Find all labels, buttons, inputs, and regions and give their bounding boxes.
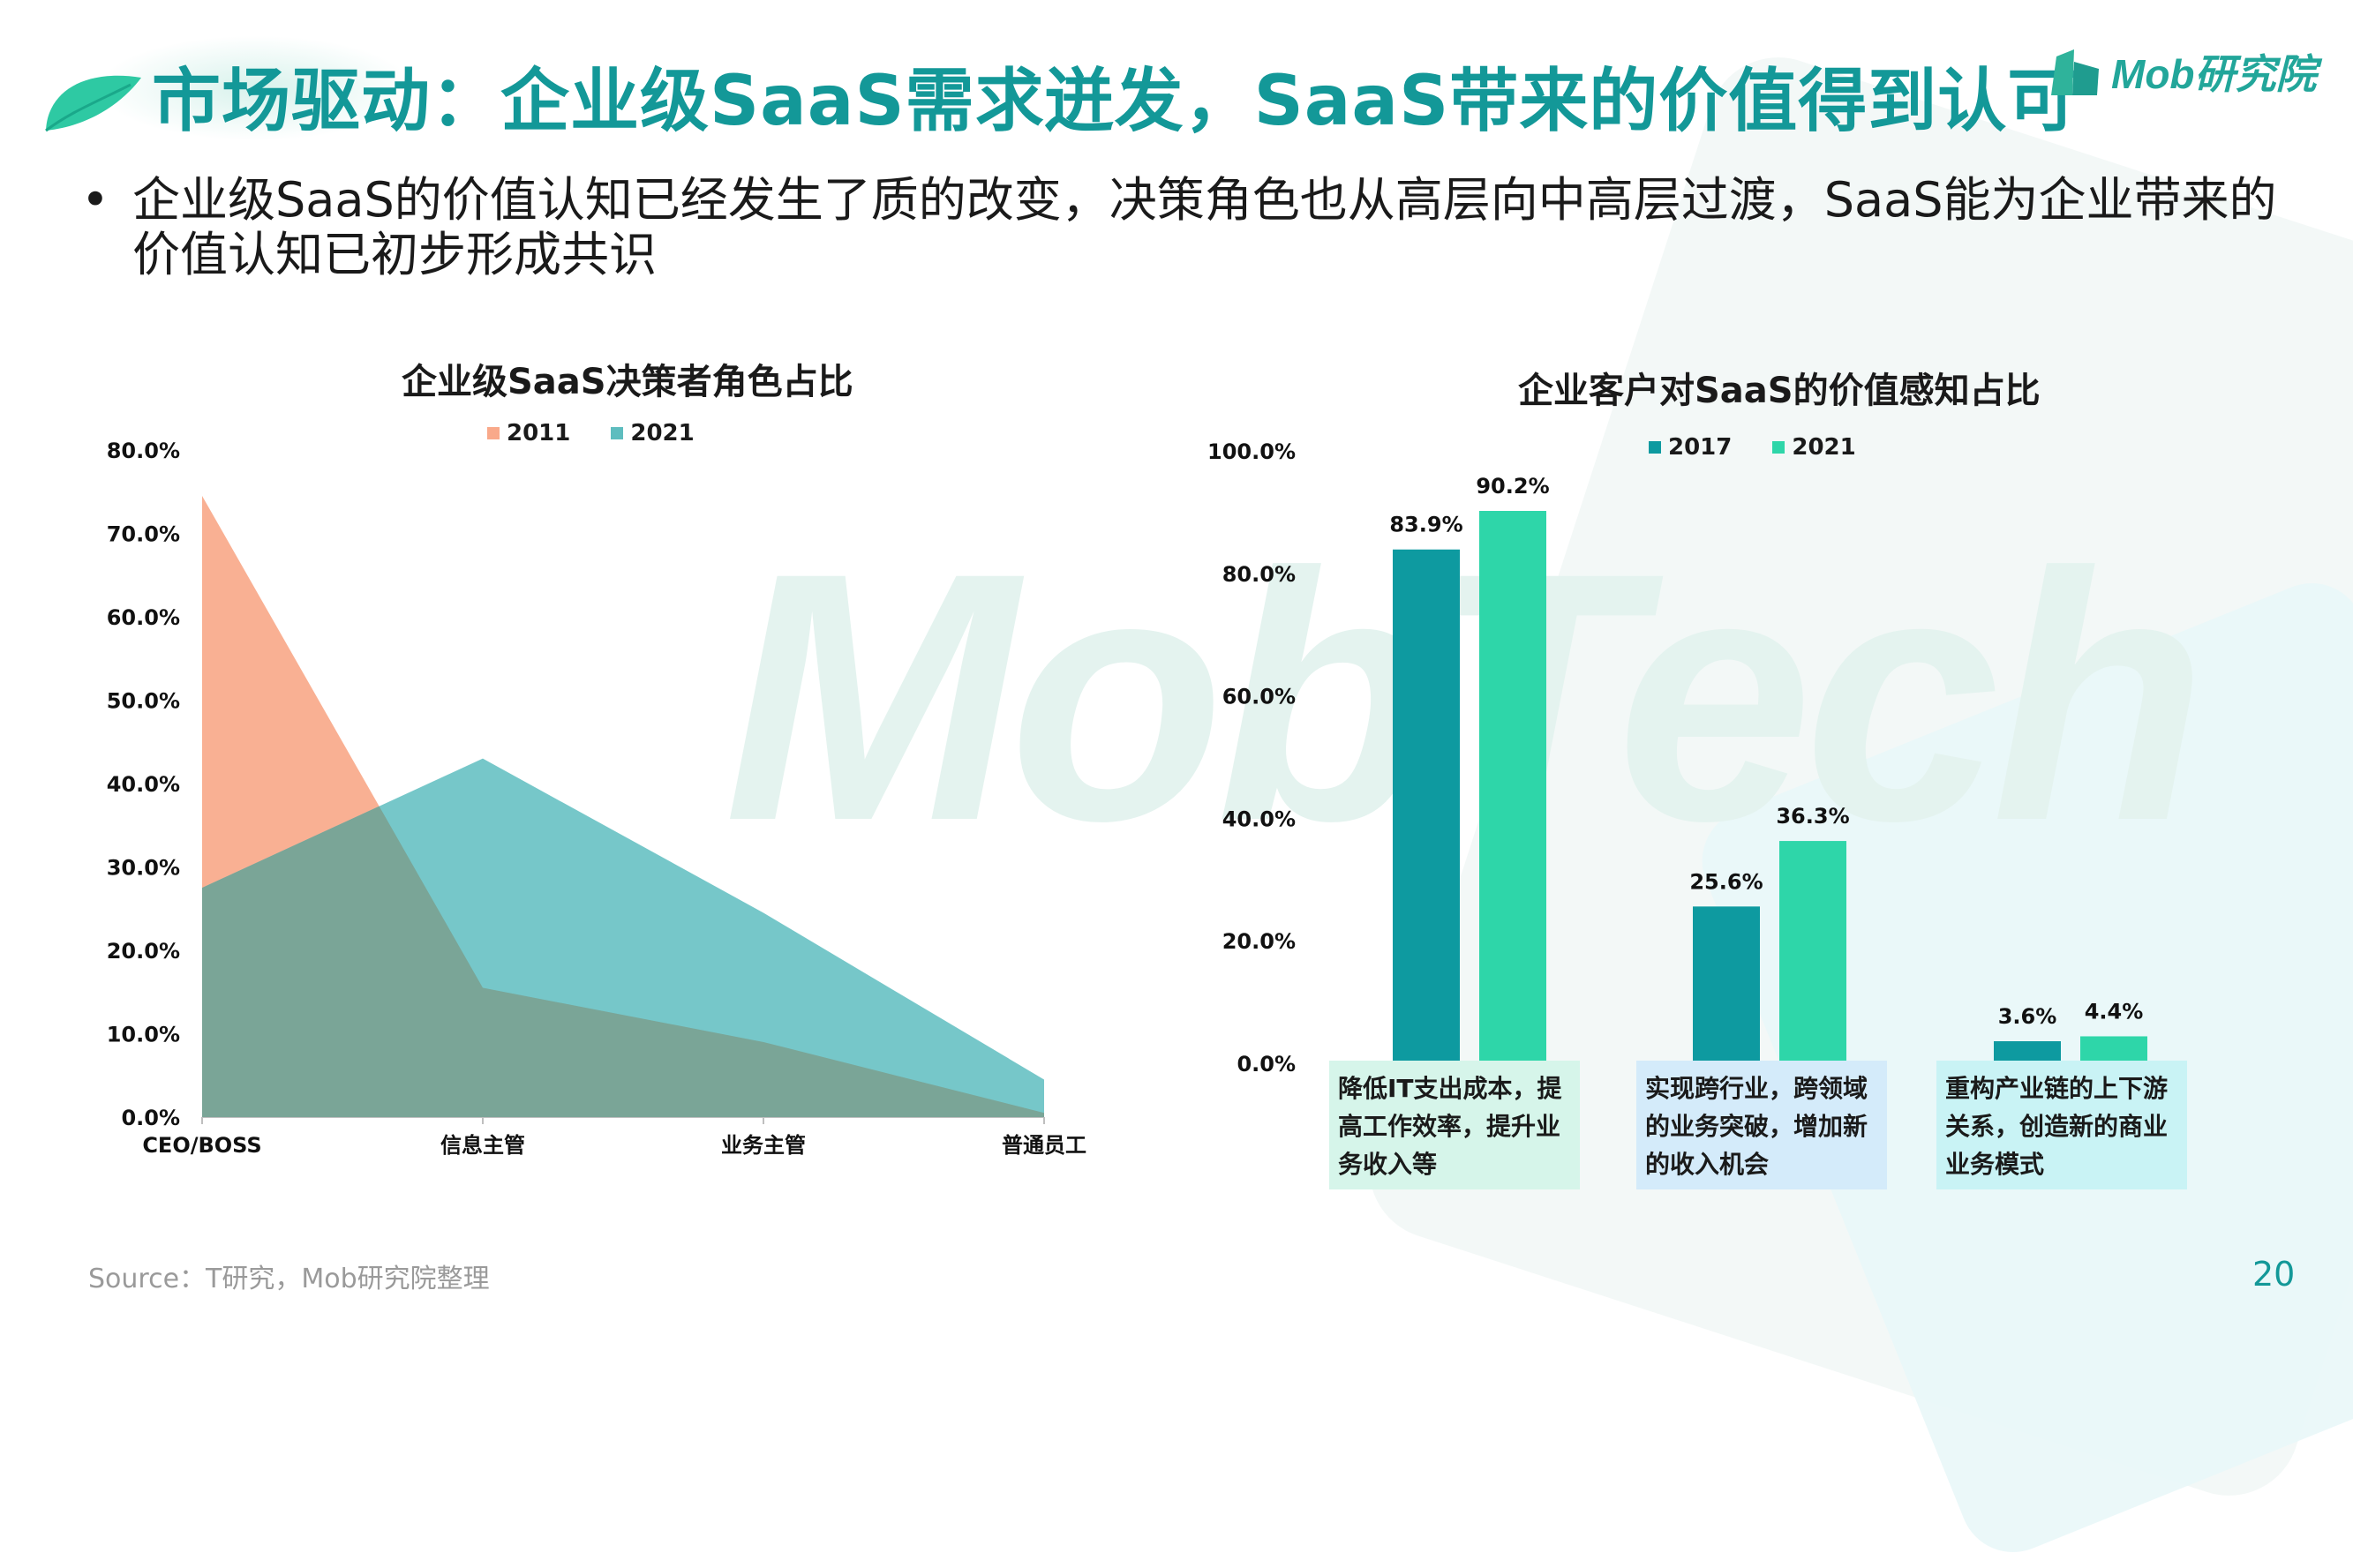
area-y-tick-label: 80.0%: [107, 439, 180, 463]
bar-data-label: 83.9%: [1389, 513, 1462, 537]
legend-label-2021: 2021: [630, 420, 695, 446]
bar-chart-title: 企业客户对SaaS的价值感知占比: [1518, 371, 2041, 411]
page-title: 市场驱动：企业级SaaS需求迸发，SaaS带来的价值得到认可: [152, 62, 2078, 141]
legend-swatch-2017: [1649, 441, 1661, 454]
title-glow: [97, 35, 415, 141]
bar-y-tick-label: 40.0%: [1222, 807, 1296, 831]
legend-swatch-2011: [487, 427, 500, 439]
bar-y-tick-label: 100.0%: [1207, 439, 1296, 464]
area-chart-title: 企业级SaaS决策者角色占比: [402, 362, 853, 402]
area-overlap-region: [202, 806, 1044, 1117]
logo-icon: [2051, 49, 2099, 95]
legend-item-2011: 2011: [487, 420, 570, 446]
legend-swatch-2021-bar: [1772, 441, 1785, 454]
area-y-tick-label: 70.0%: [107, 522, 180, 547]
category-box-2-text: 实现跨行业，跨领域的业务突破，增加新的收入机会: [1645, 1074, 1868, 1179]
bar-y-tick-label: 0.0%: [1237, 1052, 1296, 1077]
bar-y-tick-label: 20.0%: [1222, 929, 1296, 954]
area-y-tick-label: 60.0%: [107, 605, 180, 630]
area-y-tick-label: 50.0%: [107, 689, 180, 714]
category-box-3-text: 重构产业链的上下游关系，创造新的商业业务模式: [1945, 1074, 2169, 1179]
area-chart-legend: 2011 2021: [487, 420, 695, 446]
area-y-tick-label: 40.0%: [107, 772, 180, 797]
logo-text: Mob研究院: [2111, 51, 2317, 97]
bar-data-label: 4.4%: [2085, 999, 2144, 1024]
bar-data-label: 36.3%: [1776, 804, 1849, 829]
bullet-marker: •: [81, 172, 109, 228]
legend-item-2021-bar: 2021: [1772, 434, 1856, 461]
bar-2017-1: [1393, 549, 1460, 1063]
category-box-2: 实现跨行业，跨领域的业务突破，增加新的收入机会: [1636, 1061, 1887, 1189]
bar-y-tick-label: 80.0%: [1222, 562, 1296, 587]
summary-bullet: • 企业级SaaS的价值认知已经发生了质的改变，决策角色也从高层向中高层过渡，S…: [81, 172, 2277, 282]
bar-data-label: 25.6%: [1689, 869, 1763, 894]
mob-logo: Mob研究院: [2048, 42, 2317, 101]
category-box-1-text: 降低IT支出成本，提高工作效率，提升业务收入等: [1338, 1074, 1562, 1179]
area-y-tick-label: 0.0%: [121, 1106, 180, 1130]
legend-label-2017: 2017: [1668, 434, 1733, 461]
bar-2021-3: [2080, 1036, 2147, 1063]
bar-data-label: 3.6%: [1998, 1004, 2057, 1029]
title-leaf-icon: [45, 75, 141, 132]
category-box-1: 降低IT支出成本，提高工作效率，提升业务收入等: [1329, 1061, 1580, 1189]
area-y-tick-label: 20.0%: [107, 939, 180, 964]
legend-item-2017: 2017: [1649, 434, 1732, 461]
area-x-tick-label: 业务主管: [721, 1133, 806, 1158]
charts-canvas: 0.0% 10.0% 20.0% 30.0% 40.0% 50.0% 60.0% 70.0% 8…: [107, 439, 2147, 1158]
watermark: MobTech: [724, 499, 2207, 894]
area-x-tick-label: 普通员工: [1002, 1133, 1086, 1158]
bar-2017-3: [1994, 1041, 2061, 1063]
bullet-text: 企业级SaaS的价值认知已经发生了质的改变，决策角色也从高层向中高层过渡，Saa…: [132, 172, 2277, 282]
page-number: 20: [2252, 1255, 2296, 1294]
bar-chart-legend: 2017 2021: [1649, 434, 1856, 461]
bar-2021-2: [1779, 841, 1846, 1063]
area-y-tick-label: 30.0%: [107, 856, 180, 881]
bar-2017-2: [1693, 906, 1760, 1063]
bar-2021-1: [1479, 511, 1546, 1063]
area-y-tick-label: 10.0%: [107, 1023, 180, 1047]
legend-item-2021: 2021: [611, 420, 695, 446]
source-note: Source：T研究，Mob研究院整理: [88, 1264, 490, 1294]
legend-label-2021-bar: 2021: [1792, 434, 1856, 461]
area-x-tick-label: CEO/BOSS: [142, 1133, 261, 1158]
legend-label-2011: 2011: [507, 420, 571, 446]
bar-y-tick-label: 60.0%: [1222, 685, 1296, 709]
category-box-3: 重构产业链的上下游关系，创造新的商业业务模式: [1936, 1061, 2187, 1189]
bar-data-label: 90.2%: [1476, 474, 1549, 499]
area-x-tick-label: 信息主管: [440, 1133, 525, 1158]
legend-swatch-2021: [611, 427, 624, 439]
